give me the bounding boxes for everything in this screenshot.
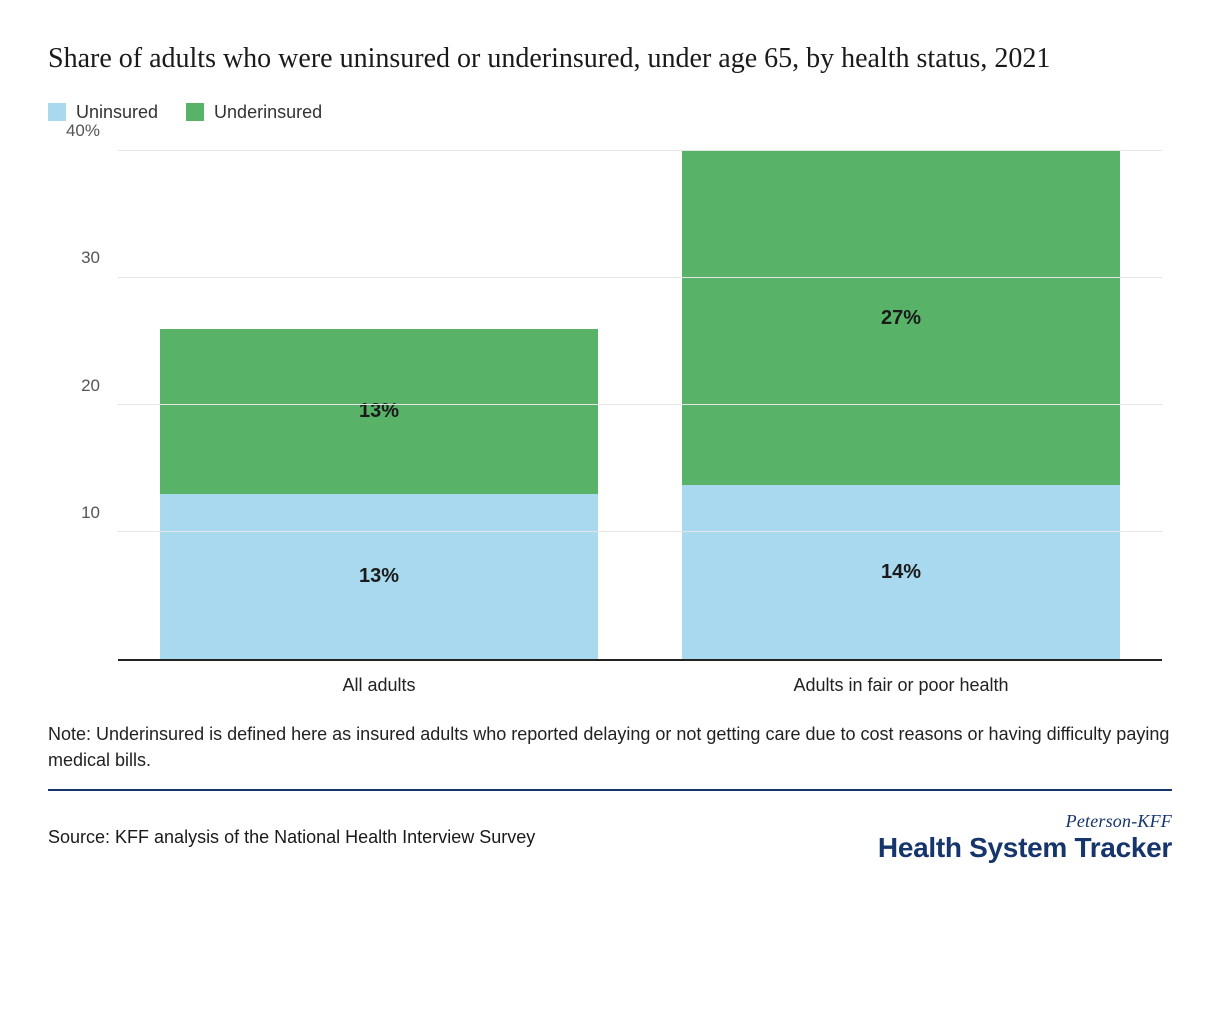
legend-item-uninsured: Uninsured: [48, 102, 158, 123]
bar-segment-underinsured: 13%: [160, 329, 598, 494]
x-axis-label: All adults: [160, 665, 598, 701]
y-tick: 20: [48, 376, 108, 396]
y-axis: 10203040%: [48, 151, 108, 661]
source-text: Source: KFF analysis of the National Hea…: [48, 827, 535, 848]
legend-swatch-underinsured: [186, 103, 204, 121]
brand-logo: Peterson-KFF Health System Tracker: [878, 811, 1172, 864]
gridline: [118, 404, 1162, 405]
chart-area: 10203040% 13%13%27%14% All adultsAdults …: [48, 151, 1172, 701]
chart-title: Share of adults who were uninsured or un…: [48, 40, 1172, 78]
legend: Uninsured Underinsured: [48, 102, 1172, 123]
legend-label-uninsured: Uninsured: [76, 102, 158, 123]
gridline: [118, 531, 1162, 532]
bar-group: 27%14%: [682, 151, 1120, 659]
y-tick: 40%: [48, 121, 108, 141]
logo-top-line: Peterson-KFF: [878, 811, 1172, 832]
x-axis-labels: All adults Adults in fair or poor health: [118, 665, 1162, 701]
gridline: [118, 277, 1162, 278]
gridline: [118, 150, 1162, 151]
chart-note: Note: Underinsured is defined here as in…: [48, 721, 1172, 791]
legend-label-underinsured: Underinsured: [214, 102, 322, 123]
bar-group: 13%13%: [160, 151, 598, 659]
y-tick: 10: [48, 503, 108, 523]
footer: Source: KFF analysis of the National Hea…: [48, 811, 1172, 864]
x-axis-label: Adults in fair or poor health: [682, 665, 1120, 701]
legend-swatch-uninsured: [48, 103, 66, 121]
y-tick: 30: [48, 248, 108, 268]
bar-segment-underinsured: 27%: [682, 151, 1120, 486]
logo-bottom-line: Health System Tracker: [878, 832, 1172, 864]
bar-segment-uninsured: 13%: [160, 494, 598, 659]
plot-area: 13%13%27%14%: [118, 151, 1162, 661]
legend-item-underinsured: Underinsured: [186, 102, 322, 123]
bars-container: 13%13%27%14%: [118, 151, 1162, 659]
bar-segment-uninsured: 14%: [682, 485, 1120, 658]
